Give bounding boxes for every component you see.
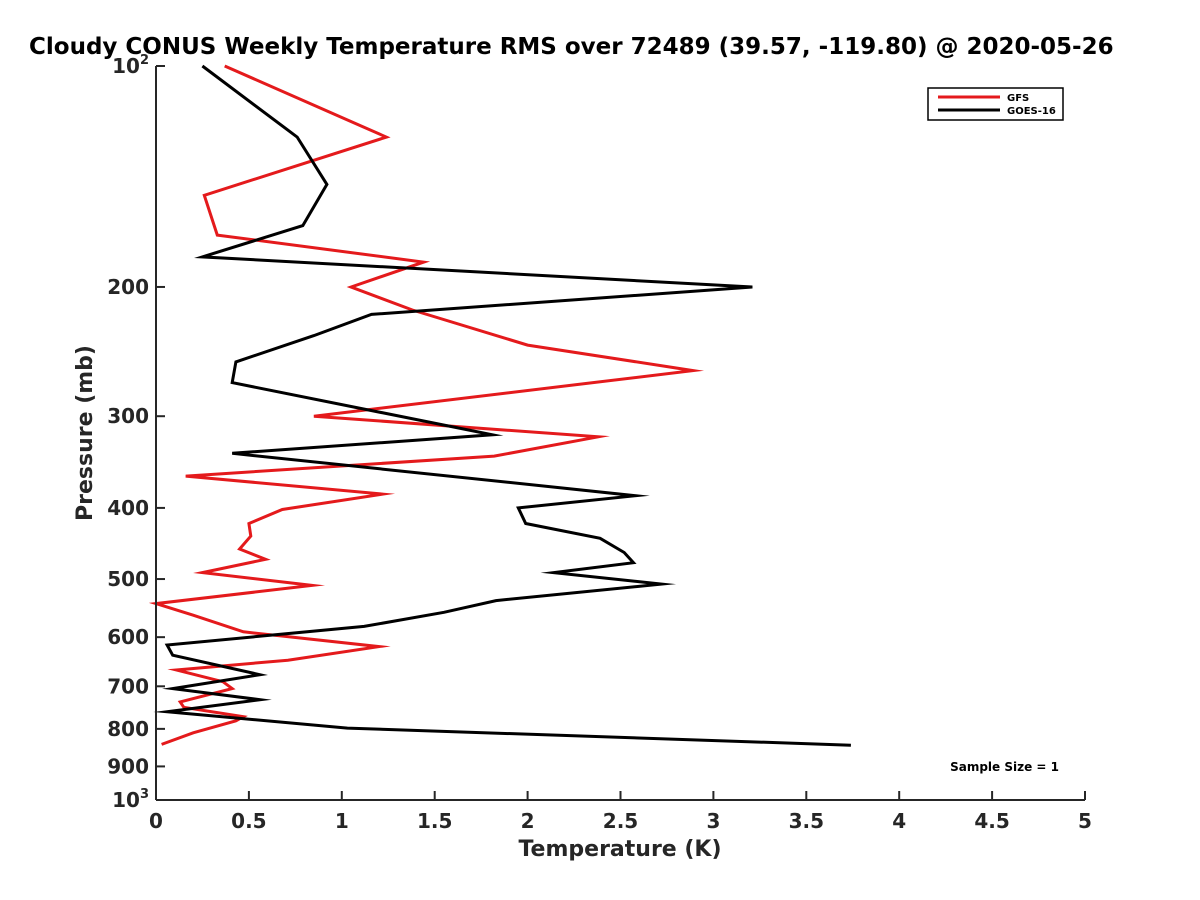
chart-title: Cloudy CONUS Weekly Temperature RMS over… — [29, 34, 1114, 60]
y-tick-label: 500 — [107, 567, 149, 591]
series-line-goes-16 — [153, 64, 851, 747]
y-tick-label: 800 — [107, 717, 149, 741]
y-axis-label: Pressure (mb) — [73, 345, 98, 521]
y-tick-label: 103 — [112, 787, 149, 812]
x-axis-label: Temperature (K) — [518, 837, 721, 862]
x-tick-label: 0 — [149, 809, 163, 833]
series-layer — [148, 64, 851, 747]
legend-label-gfs: GFS — [1007, 93, 1029, 104]
x-tick-label: 1.5 — [417, 809, 452, 833]
legend-box — [927, 87, 1064, 121]
axes: 0 0.5 1 1.5 2 2.5 3 3.5 4 4.5 5 102 200 300 400 500 600 7… — [107, 53, 1092, 833]
legend-label-goes-16: GOES-16 — [1007, 106, 1056, 117]
y-tick-label: 600 — [107, 625, 149, 649]
legend: GFS GOES-16 — [927, 87, 1064, 121]
series-line-gfs — [148, 64, 705, 746]
y-tick-label: 200 — [107, 275, 149, 299]
y-tick-label: 700 — [107, 674, 149, 698]
y-tick-label: 300 — [107, 404, 149, 428]
x-tick-label: 2.5 — [603, 809, 638, 833]
x-tick-label: 3.5 — [789, 809, 824, 833]
x-tick-label: 4.5 — [974, 809, 1009, 833]
x-tick-label: 3 — [706, 809, 720, 833]
x-tick-label: 1 — [335, 809, 349, 833]
y-tick-label: 102 — [112, 53, 149, 78]
y-tick-label: 400 — [107, 496, 149, 520]
sample-size-annotation: Sample Size = 1 — [950, 760, 1059, 774]
x-tick-label: 2 — [521, 809, 535, 833]
x-tick-label: 4 — [892, 809, 906, 833]
x-tick-label: 5 — [1078, 809, 1092, 833]
x-tick-label: 0.5 — [231, 809, 266, 833]
y-tick-label: 900 — [107, 754, 149, 778]
